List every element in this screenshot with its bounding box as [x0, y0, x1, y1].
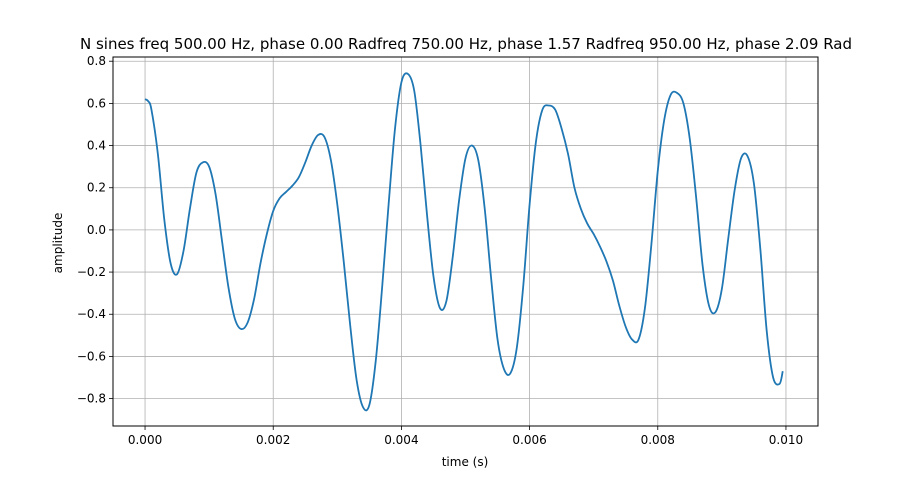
x-tick-label: 0.004 — [384, 433, 418, 447]
y-tick-label: 0.6 — [87, 96, 106, 110]
chart-title: N sines freq 500.00 Hz, phase 0.00 Radfr… — [80, 35, 852, 53]
ticks: 0.000 0.002 0.004 0.006 0.008 0.010 −0.8 −0.6 −0… — [77, 54, 803, 447]
x-tick-label: 0.000 — [128, 433, 162, 447]
series-layer — [144, 72, 784, 412]
y-tick-label: 0.8 — [87, 54, 106, 68]
y-tick-label: −0.8 — [77, 392, 106, 406]
y-tick-label: −0.2 — [77, 265, 106, 279]
y-tick-label: −0.6 — [77, 349, 106, 363]
series-line — [144, 72, 784, 412]
y-tick-label: 0.4 — [87, 139, 106, 153]
y-axis-label: amplitude — [51, 213, 65, 274]
y-tick-label: 0.0 — [87, 223, 106, 237]
x-tick-label: 0.008 — [641, 433, 675, 447]
x-tick-label: 0.006 — [512, 433, 546, 447]
x-axis-label: time (s) — [442, 455, 489, 469]
y-tick-label: −0.4 — [77, 307, 106, 321]
plot-frame — [112, 56, 819, 427]
x-tick-label: 0.010 — [769, 433, 803, 447]
grid — [113, 57, 818, 426]
x-tick-label: 0.002 — [256, 433, 290, 447]
y-tick-label: 0.2 — [87, 181, 106, 195]
